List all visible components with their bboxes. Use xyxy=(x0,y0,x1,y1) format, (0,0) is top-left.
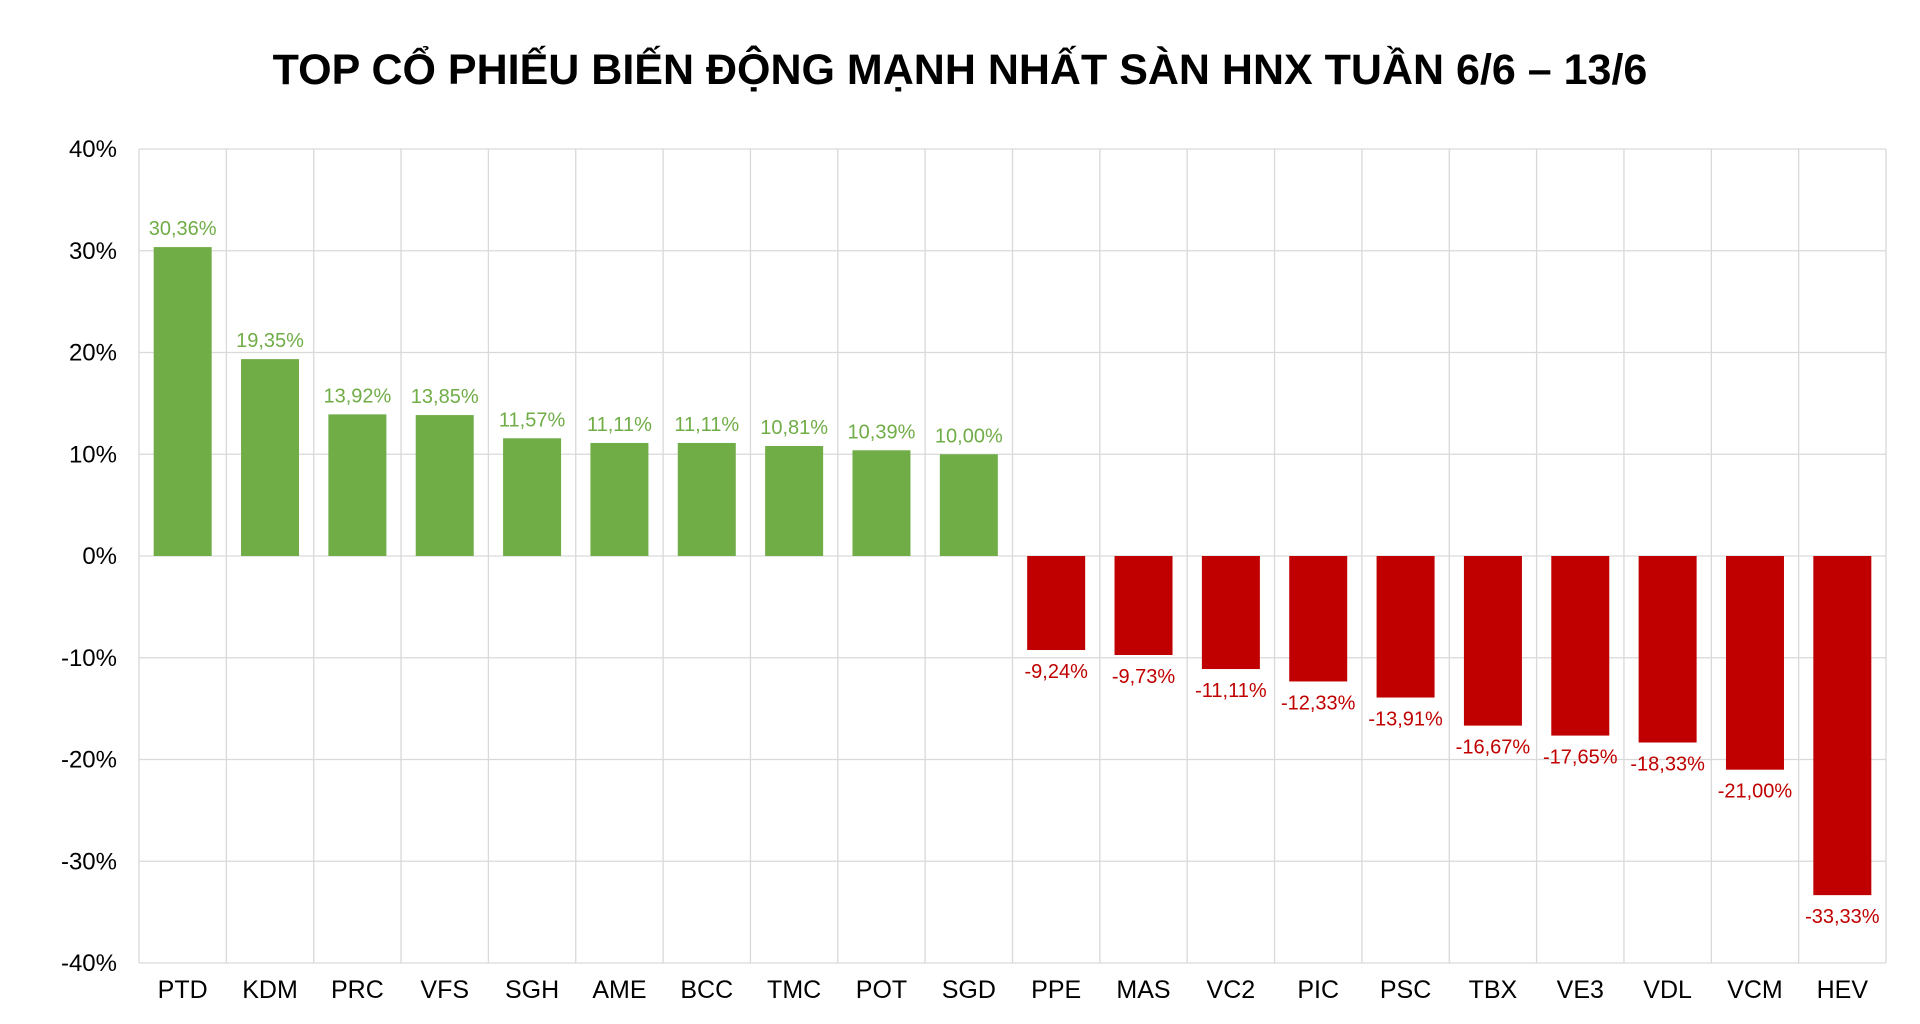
bar-pic xyxy=(1289,556,1348,682)
x-tick-label: PTD xyxy=(158,976,208,1004)
bar-tmc xyxy=(765,446,824,556)
y-tick-label: 40% xyxy=(69,136,117,163)
data-label: -18,33% xyxy=(1630,754,1705,776)
data-label: 11,11% xyxy=(674,414,739,436)
x-tick-label: SGH xyxy=(505,976,559,1004)
y-tick-label: 20% xyxy=(69,340,117,367)
bar-prc xyxy=(328,414,387,556)
grid-layer xyxy=(138,148,1887,964)
data-label: 10,81% xyxy=(760,417,828,439)
bar-mas xyxy=(1114,556,1173,656)
x-tick-label: POT xyxy=(856,976,907,1004)
y-tick-label: 10% xyxy=(69,441,117,468)
x-tick-label: TBX xyxy=(1469,976,1518,1004)
chart-title: TOP CỔ PHIẾU BIẾN ĐỘNG MẠNH NHẤT SÀN HNX… xyxy=(272,46,1648,94)
bar-ppe xyxy=(1027,556,1086,651)
x-tick-label: VCM xyxy=(1727,976,1783,1004)
bar-ve3 xyxy=(1551,556,1610,736)
label-layer: 40% 30% 20% 10% 0% -10% -20% -30% -40% 30,36% PTD 1… xyxy=(61,136,1880,1004)
x-tick-label: KDM xyxy=(242,976,298,1004)
data-label: -13,91% xyxy=(1368,709,1443,731)
data-label: -17,65% xyxy=(1543,747,1618,769)
data-label: -12,33% xyxy=(1281,692,1356,714)
x-tick-label: BCC xyxy=(680,976,733,1004)
bar-sgd xyxy=(939,454,998,556)
x-tick-label: PSC xyxy=(1380,976,1431,1004)
bar-layer xyxy=(153,247,1872,896)
y-tick-label: -20% xyxy=(61,747,117,774)
data-label: -21,00% xyxy=(1718,781,1793,803)
x-tick-label: VE3 xyxy=(1557,976,1604,1004)
x-tick-label: VC2 xyxy=(1207,976,1256,1004)
data-label: 13,92% xyxy=(323,385,391,407)
bar-hev xyxy=(1813,556,1872,896)
bar-vcm xyxy=(1725,556,1784,770)
data-label: -9,24% xyxy=(1024,661,1088,683)
data-label: 13,85% xyxy=(411,386,479,408)
x-tick-label: VDL xyxy=(1643,976,1692,1004)
data-label: -33,33% xyxy=(1805,906,1880,928)
y-tick-label: 0% xyxy=(82,543,117,570)
bar-pot xyxy=(852,450,911,556)
x-tick-label: PPE xyxy=(1031,976,1081,1004)
data-label: -9,73% xyxy=(1112,666,1176,688)
data-label: 10,39% xyxy=(848,421,916,443)
bar-vdl xyxy=(1638,556,1697,743)
bar-vfs xyxy=(415,415,474,556)
data-label: 11,11% xyxy=(587,414,652,436)
x-tick-label: TMC xyxy=(767,976,821,1004)
data-label: -16,67% xyxy=(1456,737,1531,759)
y-tick-label: 30% xyxy=(69,238,117,265)
data-label: 11,57% xyxy=(499,409,566,431)
x-tick-label: MAS xyxy=(1116,976,1170,1004)
bar-ame xyxy=(590,442,649,556)
y-tick-label: -10% xyxy=(61,645,117,672)
x-tick-label: PIC xyxy=(1297,976,1339,1004)
x-tick-label: VFS xyxy=(420,976,469,1004)
bar-sgh xyxy=(503,438,562,556)
data-label: 19,35% xyxy=(236,330,304,352)
x-tick-label: PRC xyxy=(331,976,384,1004)
x-tick-label: HEV xyxy=(1817,976,1869,1004)
bar-vc2 xyxy=(1201,556,1260,670)
bar-bcc xyxy=(677,442,736,556)
x-tick-label: AME xyxy=(592,976,646,1004)
y-tick-label: -30% xyxy=(61,848,117,875)
data-label: 10,00% xyxy=(935,425,1003,447)
data-label: 30,36% xyxy=(149,218,217,240)
bar-psc xyxy=(1376,556,1435,698)
y-tick-label: -40% xyxy=(61,950,117,977)
bar-ptd xyxy=(153,247,212,556)
bar-kdm xyxy=(241,359,300,556)
bar-tbx xyxy=(1463,556,1522,726)
x-tick-label: SGD xyxy=(942,976,996,1004)
data-label: -11,11% xyxy=(1195,680,1267,702)
